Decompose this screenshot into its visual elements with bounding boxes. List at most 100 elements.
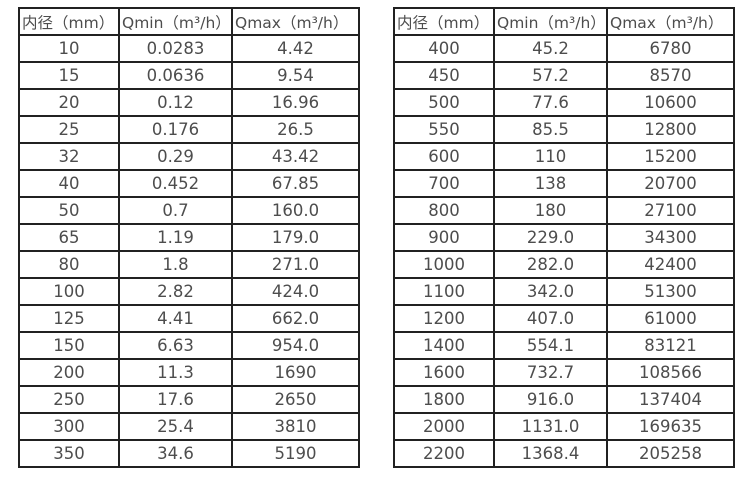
table-cell: 500 bbox=[393, 88, 495, 117]
table-row: 400 45.2 6780 bbox=[393, 34, 735, 63]
table-cell: 4.41 bbox=[118, 304, 233, 333]
table-row: 15 0.0636 9.54 bbox=[18, 61, 360, 90]
header-qmin: Qmin（m³/h） bbox=[493, 7, 608, 36]
table-cell: 205258 bbox=[606, 439, 735, 468]
table-cell: 5190 bbox=[231, 439, 360, 468]
table-cell: 700 bbox=[393, 169, 495, 198]
table-cell: 12800 bbox=[606, 115, 735, 144]
table-header-row: 内径（mm） Qmin（m³/h） Qmax（m³/h） bbox=[18, 7, 360, 36]
table-row: 800 180 27100 bbox=[393, 196, 735, 225]
table-cell: 0.452 bbox=[118, 169, 233, 198]
table-cell: 1.19 bbox=[118, 223, 233, 252]
table-cell: 34300 bbox=[606, 223, 735, 252]
table-cell: 800 bbox=[393, 196, 495, 225]
table-cell: 0.29 bbox=[118, 142, 233, 171]
table-cell: 1690 bbox=[231, 358, 360, 387]
table-cell: 2200 bbox=[393, 439, 495, 468]
table-row: 100 2.82 424.0 bbox=[18, 277, 360, 306]
table-row: 350 34.6 5190 bbox=[18, 439, 360, 468]
table-row: 2000 1131.0 169635 bbox=[393, 412, 735, 441]
table-cell: 11.3 bbox=[118, 358, 233, 387]
table-cell: 17.6 bbox=[118, 385, 233, 414]
header-inner-diameter: 内径（mm） bbox=[18, 7, 120, 36]
flow-table-large-diameters: 内径（mm） Qmin（m³/h） Qmax（m³/h） 400 45.2 6780… bbox=[393, 7, 735, 468]
table-cell: 51300 bbox=[606, 277, 735, 306]
table-cell: 100 bbox=[18, 277, 120, 306]
table-cell: 400 bbox=[393, 34, 495, 63]
table-row: 550 85.5 12800 bbox=[393, 115, 735, 144]
table-cell: 77.6 bbox=[493, 88, 608, 117]
table-cell: 0.0636 bbox=[118, 61, 233, 90]
table-row: 200 11.3 1690 bbox=[18, 358, 360, 387]
table-row: 32 0.29 43.42 bbox=[18, 142, 360, 171]
table-cell: 2000 bbox=[393, 412, 495, 441]
table-cell: 32 bbox=[18, 142, 120, 171]
table-cell: 160.0 bbox=[231, 196, 360, 225]
table-cell: 108566 bbox=[606, 358, 735, 387]
header-qmax: Qmax（m³/h） bbox=[231, 7, 360, 36]
table-cell: 34.6 bbox=[118, 439, 233, 468]
table-cell: 65 bbox=[18, 223, 120, 252]
table-row: 300 25.4 3810 bbox=[18, 412, 360, 441]
table-cell: 61000 bbox=[606, 304, 735, 333]
table-cell: 3810 bbox=[231, 412, 360, 441]
table-row: 900 229.0 34300 bbox=[393, 223, 735, 252]
table-cell: 2650 bbox=[231, 385, 360, 414]
table-row: 1200 407.0 61000 bbox=[393, 304, 735, 333]
flow-rate-tables: 内径（mm） Qmin（m³/h） Qmax（m³/h） 10 0.0283 4.4… bbox=[18, 7, 735, 468]
table-cell: 20 bbox=[18, 88, 120, 117]
table-row: 40 0.452 67.85 bbox=[18, 169, 360, 198]
table-cell: 40 bbox=[18, 169, 120, 198]
header-qmax: Qmax（m³/h） bbox=[606, 7, 735, 36]
table-cell: 110 bbox=[493, 142, 608, 171]
table-row: 1000 282.0 42400 bbox=[393, 250, 735, 279]
table-cell: 900 bbox=[393, 223, 495, 252]
header-inner-diameter: 内径（mm） bbox=[393, 7, 495, 36]
table-cell: 15200 bbox=[606, 142, 735, 171]
table-cell: 42400 bbox=[606, 250, 735, 279]
table-cell: 229.0 bbox=[493, 223, 608, 252]
table-row: 2200 1368.4 205258 bbox=[393, 439, 735, 468]
table-row: 10 0.0283 4.42 bbox=[18, 34, 360, 63]
table-cell: 250 bbox=[18, 385, 120, 414]
table-row: 1100 342.0 51300 bbox=[393, 277, 735, 306]
table-cell: 0.0283 bbox=[118, 34, 233, 63]
table-cell: 150 bbox=[18, 331, 120, 360]
table-cell: 180 bbox=[493, 196, 608, 225]
header-qmin: Qmin（m³/h） bbox=[118, 7, 233, 36]
table-cell: 43.42 bbox=[231, 142, 360, 171]
table-cell: 342.0 bbox=[493, 277, 608, 306]
table-cell: 137404 bbox=[606, 385, 735, 414]
table-cell: 282.0 bbox=[493, 250, 608, 279]
table-cell: 1131.0 bbox=[493, 412, 608, 441]
table-cell: 550 bbox=[393, 115, 495, 144]
table-cell: 85.5 bbox=[493, 115, 608, 144]
table-row: 500 77.6 10600 bbox=[393, 88, 735, 117]
table-cell: 0.12 bbox=[118, 88, 233, 117]
table-cell: 271.0 bbox=[231, 250, 360, 279]
table-cell: 6.63 bbox=[118, 331, 233, 360]
table-cell: 424.0 bbox=[231, 277, 360, 306]
table-cell: 732.7 bbox=[493, 358, 608, 387]
table-row: 150 6.63 954.0 bbox=[18, 331, 360, 360]
table-cell: 0.7 bbox=[118, 196, 233, 225]
table-cell: 4.42 bbox=[231, 34, 360, 63]
table-cell: 300 bbox=[18, 412, 120, 441]
table-cell: 25 bbox=[18, 115, 120, 144]
table-row: 1800 916.0 137404 bbox=[393, 385, 735, 414]
table-row: 600 110 15200 bbox=[393, 142, 735, 171]
table-cell: 8570 bbox=[606, 61, 735, 90]
table-cell: 26.5 bbox=[231, 115, 360, 144]
table-row: 125 4.41 662.0 bbox=[18, 304, 360, 333]
table-cell: 1200 bbox=[393, 304, 495, 333]
table-cell: 1100 bbox=[393, 277, 495, 306]
table-cell: 10 bbox=[18, 34, 120, 63]
table-row: 700 138 20700 bbox=[393, 169, 735, 198]
table-cell: 80 bbox=[18, 250, 120, 279]
table-cell: 15 bbox=[18, 61, 120, 90]
table-cell: 916.0 bbox=[493, 385, 608, 414]
table-cell: 10600 bbox=[606, 88, 735, 117]
table-row: 25 0.176 26.5 bbox=[18, 115, 360, 144]
table-cell: 1368.4 bbox=[493, 439, 608, 468]
table-header-row: 内径（mm） Qmin（m³/h） Qmax（m³/h） bbox=[393, 7, 735, 36]
